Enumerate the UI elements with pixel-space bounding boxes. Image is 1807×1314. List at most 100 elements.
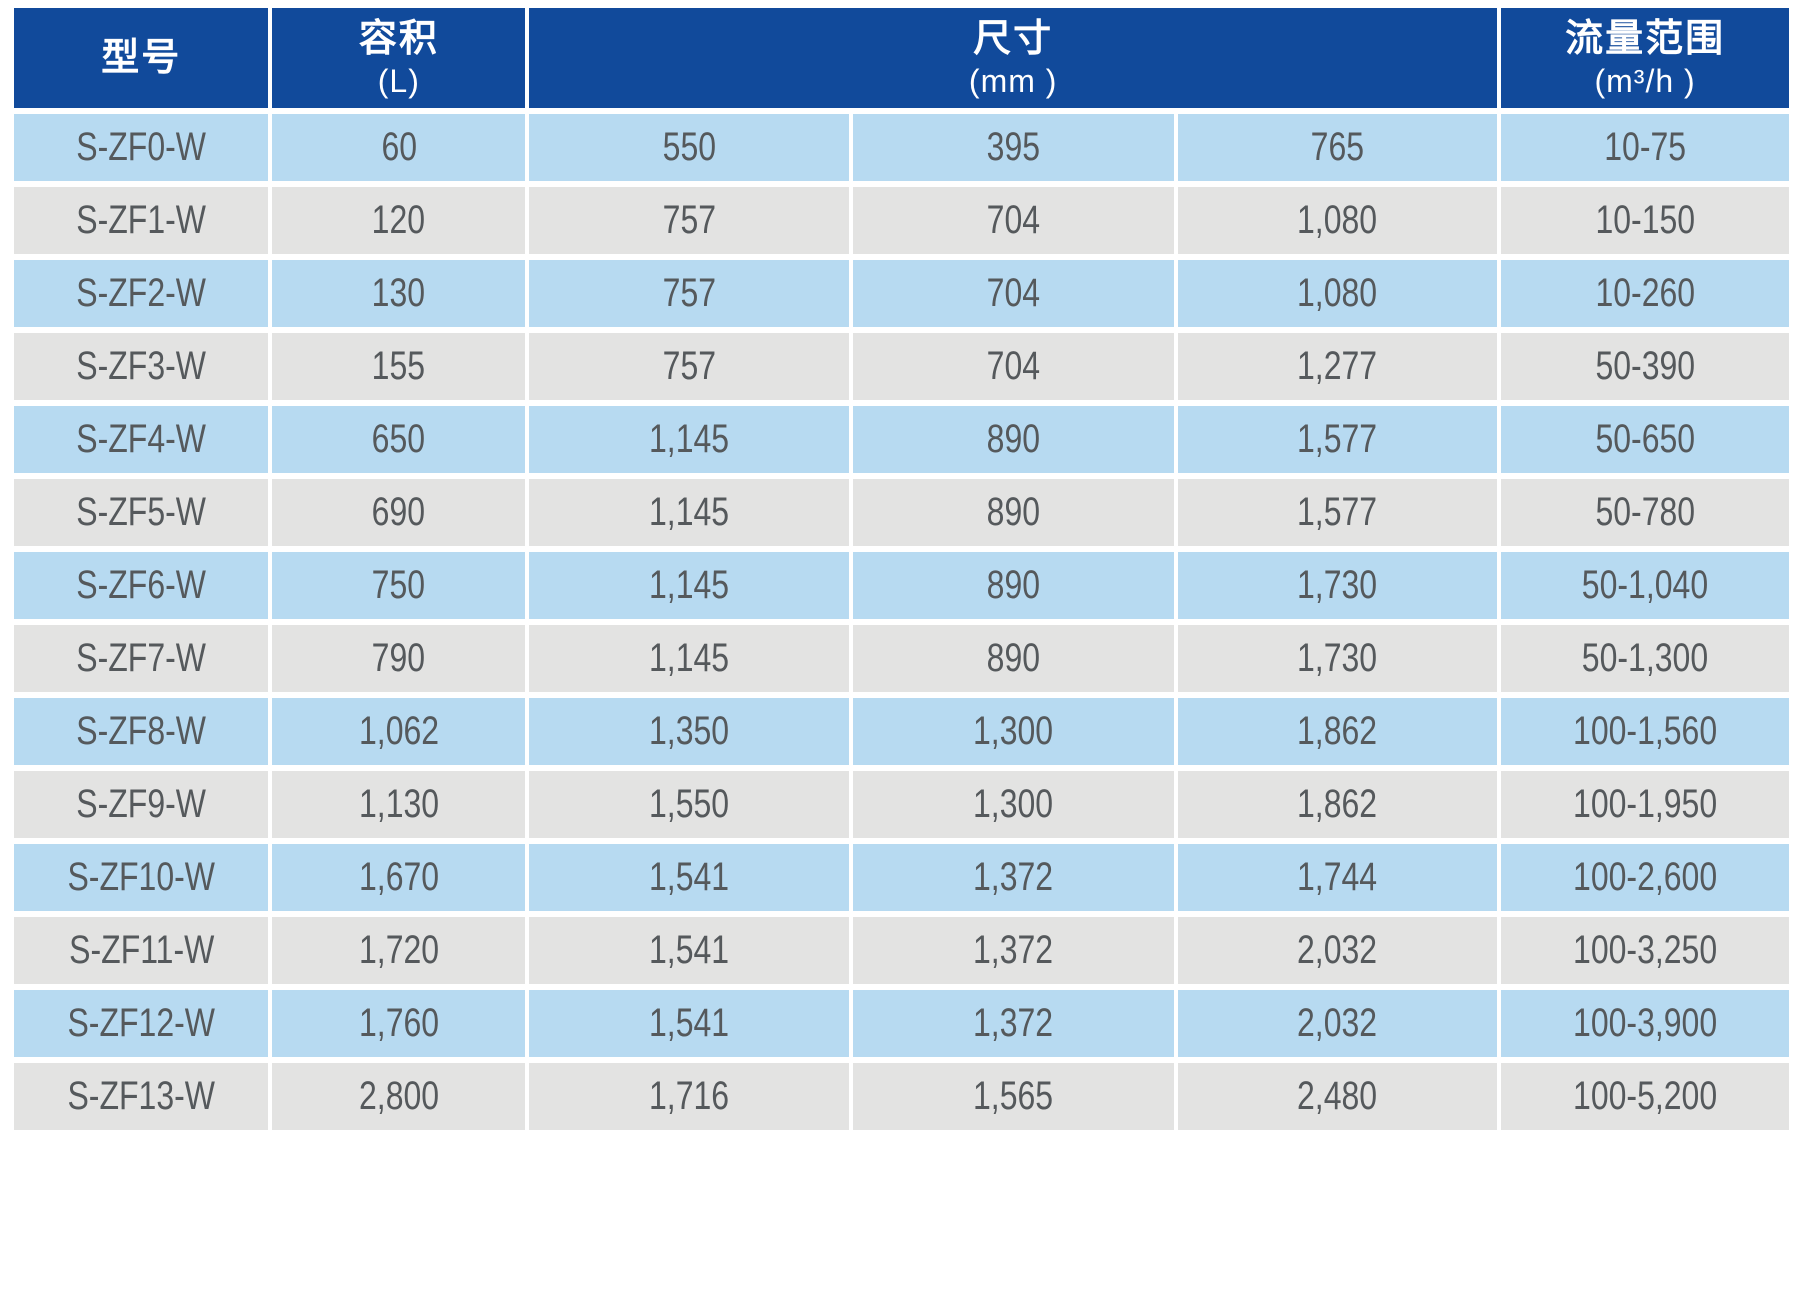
table-row: S-ZF4-W 650 1,145 890 1,577 50-650 xyxy=(14,406,1789,473)
size-h-cell: 1,862 xyxy=(1177,698,1498,765)
size-d-cell: 890 xyxy=(852,625,1174,692)
flow-cell: 100-1,950 xyxy=(1501,771,1789,838)
model-cell: S-ZF11-W xyxy=(14,917,269,984)
volume-cell-text: 155 xyxy=(372,344,426,388)
volume-cell: 690 xyxy=(272,479,526,546)
flow-cell: 100-2,600 xyxy=(1501,844,1789,911)
size-d-cell: 1,300 xyxy=(852,698,1174,765)
size-w-cell-text: 1,550 xyxy=(648,782,729,826)
size-d-cell: 1,372 xyxy=(852,990,1174,1057)
spec-table: 型号 容积 (L) 尺寸 (mm ) 流量范围 (m³/h ) S-ZF0-W 6… xyxy=(10,2,1793,1136)
model-cell-text: S-ZF11-W xyxy=(68,928,214,972)
model-cell-text: S-ZF13-W xyxy=(67,1074,216,1118)
size-w-cell: 1,145 xyxy=(529,479,849,546)
size-h-cell-text: 1,277 xyxy=(1297,344,1378,388)
flow-cell-text: 100-2,600 xyxy=(1573,855,1718,899)
flow-cell: 10-150 xyxy=(1501,187,1789,254)
size-d-cell: 704 xyxy=(852,333,1174,400)
size-d-cell: 890 xyxy=(852,552,1174,619)
size-h-cell: 2,032 xyxy=(1177,917,1498,984)
model-cell: S-ZF9-W xyxy=(14,771,269,838)
flow-cell: 50-650 xyxy=(1501,406,1789,473)
size-d-cell: 890 xyxy=(852,406,1174,473)
model-cell-text: S-ZF9-W xyxy=(76,782,207,826)
model-cell-text: S-ZF0-W xyxy=(76,125,207,169)
header-model-title: 型号 xyxy=(101,37,182,79)
size-h-cell: 1,730 xyxy=(1177,552,1498,619)
size-d-cell-text: 1,372 xyxy=(973,855,1054,899)
size-d-cell-text: 890 xyxy=(986,563,1040,607)
size-d-cell: 1,300 xyxy=(852,771,1174,838)
size-h-cell-text: 2,032 xyxy=(1297,1001,1378,1045)
flow-cell-text: 100-3,900 xyxy=(1573,1001,1718,1045)
size-d-cell-text: 1,300 xyxy=(973,709,1054,753)
size-d-cell-text: 890 xyxy=(986,490,1040,534)
volume-cell-text: 1,720 xyxy=(358,928,439,972)
volume-cell: 1,720 xyxy=(272,917,526,984)
flow-cell-text: 100-3,250 xyxy=(1573,928,1718,972)
size-h-cell-text: 765 xyxy=(1310,125,1365,169)
size-w-cell-text: 1,541 xyxy=(648,928,729,972)
model-cell: S-ZF12-W xyxy=(14,990,269,1057)
size-w-cell: 1,145 xyxy=(529,552,849,619)
table-row: S-ZF10-W 1,670 1,541 1,372 1,744 100-2,600 xyxy=(14,844,1789,911)
size-d-cell-text: 395 xyxy=(986,125,1040,169)
flow-cell-text: 10-150 xyxy=(1595,198,1695,242)
header-size-title: 尺寸 xyxy=(973,18,1054,60)
size-h-cell: 1,744 xyxy=(1177,844,1498,911)
flow-cell-text: 50-390 xyxy=(1595,344,1695,388)
size-w-cell-text: 1,541 xyxy=(648,1001,729,1045)
table-row: S-ZF12-W 1,760 1,541 1,372 2,032 100-3,900 xyxy=(14,990,1789,1057)
size-h-cell: 765 xyxy=(1177,114,1498,181)
size-w-cell-text: 1,145 xyxy=(648,490,729,534)
size-d-cell: 395 xyxy=(852,114,1174,181)
size-d-cell-text: 704 xyxy=(986,344,1040,388)
volume-cell: 120 xyxy=(272,187,526,254)
flow-cell: 10-260 xyxy=(1501,260,1789,327)
model-cell: S-ZF0-W xyxy=(14,114,269,181)
header-size: 尺寸 (mm ) xyxy=(529,8,1498,108)
table-row: S-ZF7-W 790 1,145 890 1,730 50-1,300 xyxy=(14,625,1789,692)
model-cell: S-ZF8-W xyxy=(14,698,269,765)
size-h-cell: 1,577 xyxy=(1177,479,1498,546)
table-row: S-ZF1-W 120 757 704 1,080 10-150 xyxy=(14,187,1789,254)
size-d-cell-text: 1,372 xyxy=(973,1001,1054,1045)
size-h-cell-text: 1,730 xyxy=(1297,636,1378,680)
size-w-cell: 757 xyxy=(529,333,849,400)
volume-cell: 155 xyxy=(272,333,526,400)
table-row: S-ZF3-W 155 757 704 1,277 50-390 xyxy=(14,333,1789,400)
flow-cell-text: 50-650 xyxy=(1595,417,1695,461)
size-h-cell-text: 1,862 xyxy=(1297,782,1378,826)
volume-cell: 650 xyxy=(272,406,526,473)
volume-cell: 1,062 xyxy=(272,698,526,765)
size-h-cell-text: 1,862 xyxy=(1297,709,1378,753)
table-row: S-ZF11-W 1,720 1,541 1,372 2,032 100-3,250 xyxy=(14,917,1789,984)
table-row: S-ZF13-W 2,800 1,716 1,565 2,480 100-5,200 xyxy=(14,1063,1789,1130)
size-h-cell-text: 2,480 xyxy=(1297,1074,1378,1118)
size-w-cell: 1,716 xyxy=(529,1063,849,1130)
volume-cell: 2,800 xyxy=(272,1063,526,1130)
size-w-cell-text: 757 xyxy=(662,271,716,315)
volume-cell: 1,670 xyxy=(272,844,526,911)
size-w-cell: 1,541 xyxy=(529,990,849,1057)
size-h-cell: 1,080 xyxy=(1177,260,1498,327)
size-h-cell-text: 1,730 xyxy=(1297,563,1378,607)
header-volume-title: 容积 xyxy=(358,18,439,60)
size-h-cell: 1,277 xyxy=(1177,333,1498,400)
size-h-cell: 1,577 xyxy=(1177,406,1498,473)
flow-cell: 100-3,900 xyxy=(1501,990,1789,1057)
volume-cell-text: 130 xyxy=(372,271,426,315)
flow-cell: 100-3,250 xyxy=(1501,917,1789,984)
size-h-cell: 1,862 xyxy=(1177,771,1498,838)
size-d-cell: 704 xyxy=(852,187,1174,254)
flow-cell: 100-1,560 xyxy=(1501,698,1789,765)
spec-table-container: 型号 容积 (L) 尺寸 (mm ) 流量范围 (m³/h ) S-ZF0-W 6… xyxy=(10,2,1793,1136)
volume-cell: 130 xyxy=(272,260,526,327)
flow-cell: 50-390 xyxy=(1501,333,1789,400)
table-row: S-ZF8-W 1,062 1,350 1,300 1,862 100-1,560 xyxy=(14,698,1789,765)
volume-cell: 790 xyxy=(272,625,526,692)
model-cell-text: S-ZF3-W xyxy=(76,344,207,388)
volume-cell-text: 1,670 xyxy=(358,855,439,899)
size-w-cell: 757 xyxy=(529,187,849,254)
model-cell: S-ZF2-W xyxy=(14,260,269,327)
